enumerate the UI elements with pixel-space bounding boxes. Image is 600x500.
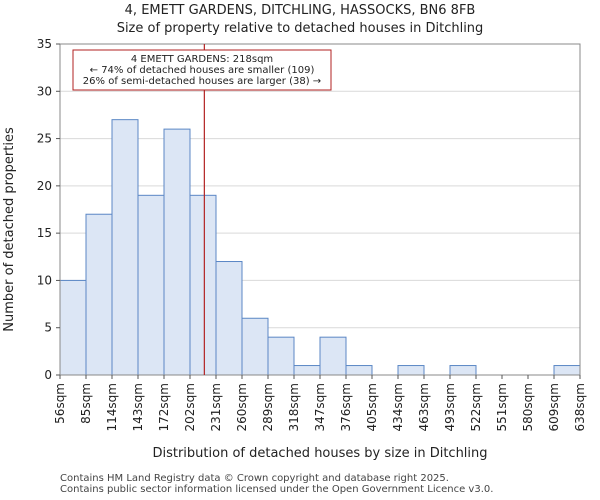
- footer-licence: Contains public sector information licen…: [60, 484, 494, 495]
- histogram-bar: [189, 194, 217, 376]
- y-axis-label: Number of detached properties: [2, 127, 17, 332]
- y-tick-label: 15: [37, 226, 52, 240]
- y-tick-label: 5: [44, 321, 52, 335]
- histogram-bar: [319, 336, 347, 376]
- x-tick-label: 522sqm: [469, 383, 483, 431]
- x-tick-label: 405sqm: [365, 383, 379, 431]
- x-tick-label: 580sqm: [521, 383, 535, 431]
- x-tick-label: 56sqm: [53, 383, 67, 424]
- histogram-bar: [111, 119, 139, 376]
- x-tick-label: 347sqm: [313, 383, 327, 431]
- y-tick-label: 0: [44, 368, 52, 382]
- footer-copyright: Contains HM Land Registry data © Crown c…: [60, 473, 449, 484]
- annotation-box: [72, 49, 332, 91]
- x-tick-label: 551sqm: [495, 383, 509, 431]
- x-tick-label: 638sqm: [573, 383, 587, 431]
- x-tick-label: 463sqm: [417, 383, 431, 431]
- x-tick-label: 318sqm: [287, 383, 301, 431]
- chart-title: 4, EMETT GARDENS, DITCHLING, HASSOCKS, B…: [124, 3, 476, 18]
- histogram-bar: [449, 365, 477, 376]
- chart-subtitle: Size of property relative to detached ho…: [116, 21, 484, 36]
- x-tick-label: 434sqm: [391, 383, 405, 431]
- histogram-bar: [85, 213, 113, 376]
- y-tick-label: 10: [37, 273, 52, 287]
- histogram-bar: [215, 261, 243, 376]
- x-tick-label: 114sqm: [105, 383, 119, 431]
- x-tick-label: 260sqm: [235, 383, 249, 431]
- x-tick-label: 172sqm: [157, 383, 171, 431]
- histogram-bar: [345, 365, 373, 376]
- x-tick-label: 376sqm: [339, 383, 353, 431]
- annotation-line: ← 74% of detached houses are smaller (10…: [90, 65, 315, 76]
- histogram-bar: [267, 336, 295, 376]
- y-tick-label: 35: [37, 37, 52, 51]
- histogram-bar: [163, 128, 191, 376]
- histogram-bar: [397, 365, 425, 376]
- x-tick-label: 85sqm: [79, 383, 93, 424]
- x-tick-label: 609sqm: [547, 383, 561, 431]
- x-axis-label: Distribution of detached houses by size …: [152, 446, 487, 461]
- histogram-bar: [59, 279, 87, 376]
- x-tick-label: 202sqm: [183, 383, 197, 431]
- x-tick-label: 231sqm: [209, 383, 223, 431]
- annotation-line: 4 EMETT GARDENS: 218sqm: [131, 54, 273, 65]
- histogram-bar: [553, 365, 581, 376]
- x-tick-label: 289sqm: [261, 383, 275, 431]
- y-tick-label: 30: [37, 84, 52, 98]
- y-tick-label: 25: [37, 132, 52, 146]
- x-tick-label: 143sqm: [131, 383, 145, 431]
- y-tick-label: 20: [37, 179, 52, 193]
- histogram-bar: [241, 317, 269, 376]
- histogram-bar: [293, 365, 321, 376]
- annotation-line: 26% of semi-detached houses are larger (…: [83, 76, 321, 87]
- x-tick-label: 493sqm: [443, 383, 457, 431]
- histogram-bar: [137, 194, 165, 376]
